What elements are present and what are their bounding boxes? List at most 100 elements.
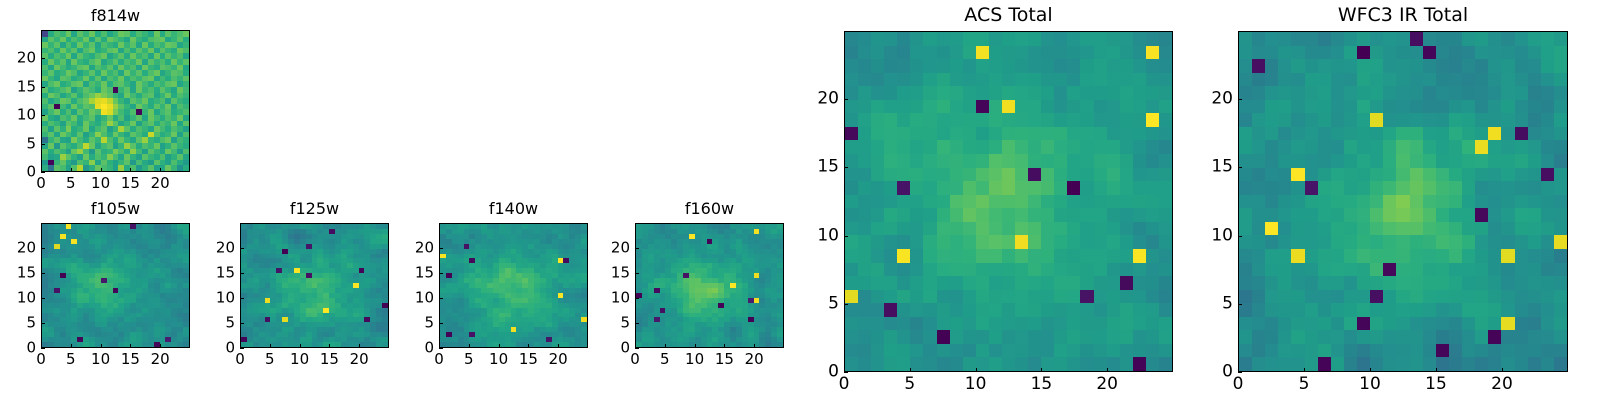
panel-acs-total-ytick-5: 5 [828, 293, 839, 314]
panel-f140w: f140w 0 5 10 15 20 0 5 10 15 20 [398, 199, 598, 395]
panel-acs-total-ytick-10: 10 [817, 225, 839, 246]
panel-f814w-xtickmark-10 [100, 168, 102, 172]
panel-f140w-ytickmark-15 [439, 273, 443, 274]
panel-f814w-ytick-0: 0 [26, 162, 36, 181]
panel-wfc3-ir-total-xtick-5: 5 [1298, 374, 1310, 394]
panel-f160w-xtickmark-15 [724, 344, 726, 348]
panel-acs-total-ytickmark-0 [844, 372, 848, 373]
panel-f160w-xtick-0: 0 [630, 350, 640, 368]
panel-acs-total-ytickmark-15 [844, 167, 848, 169]
panel-f140w-xtickmark-10 [498, 344, 500, 348]
panel-acs-total-ytick-20: 20 [817, 88, 839, 109]
panel-f160w-xtick-5: 5 [660, 350, 670, 368]
panel-wfc3-ir-total-xtickmark-10 [1370, 368, 1371, 372]
panel-wfc3-ir-total-xtickmark-20 [1502, 368, 1503, 372]
panel-f160w-xtickmark-5 [664, 344, 666, 348]
panel-acs-total-xtickmark-10 [975, 368, 977, 372]
panel-f814w-ytick-20: 20 [16, 48, 36, 67]
heatmap-f105w[interactable] [41, 223, 190, 348]
panel-f160w-ytickmark-15 [635, 273, 639, 274]
panel-acs-total: ACS Total 0 5 10 15 20 0 5 10 15 20 [790, 0, 1190, 400]
panel-wfc3-ir-total-ytick-5: 5 [1222, 293, 1233, 314]
panel-f125w-xtickmark-10 [299, 344, 301, 348]
heatmap-f125w[interactable] [240, 223, 389, 348]
heatmap-acs-total[interactable] [844, 31, 1173, 372]
panel-wfc3-ir-total-ytickmark-5 [1238, 303, 1242, 305]
panel-f105w-xtickmark-5 [70, 344, 72, 348]
panel-f105w-ytickmark-10 [41, 298, 45, 299]
heatmap-f814w[interactable] [41, 30, 190, 172]
panel-f140w-xtick-10: 10 [489, 350, 509, 368]
panel-f140w-xtickmark-15 [528, 344, 530, 348]
panel-f140w-ytickmark-0 [439, 348, 443, 349]
panel-f814w-xtickmark-5 [70, 168, 72, 172]
panel-wfc3-ir-total-ytick-10: 10 [1211, 225, 1233, 246]
panel-acs-total-ytickmark-10 [844, 235, 848, 237]
panel-wfc3-ir-total-xtickmark-5 [1304, 368, 1305, 372]
panel-acs-total-xtick-15: 15 [1030, 374, 1053, 394]
panel-acs-total-xtick-5: 5 [904, 374, 916, 394]
panel-f105w-ytick-20: 20 [16, 238, 36, 257]
heatmap-cells-4 [636, 224, 783, 347]
panel-acs-total-xtickmark-15 [1041, 368, 1043, 372]
panel-f125w-xtick-5: 5 [265, 350, 275, 368]
panel-wfc3-ir-total-xtick-0: 0 [1232, 374, 1244, 394]
panel-f814w-xtick-0: 0 [36, 174, 46, 192]
panel-f160w-xtick-10: 10 [685, 350, 705, 368]
panel-f140w-ytickmark-10 [439, 298, 443, 299]
panel-f140w-xtickmark-20 [558, 344, 560, 348]
panel-f125w-xtick-20: 20 [349, 350, 369, 368]
panel-title-acs-total: ACS Total [964, 4, 1053, 26]
panel-f814w-ytickmark-20 [41, 58, 45, 60]
panel-wfc3-ir-total-xtickmark-0 [1238, 368, 1239, 372]
panel-f160w-ytick-5: 5 [620, 313, 630, 332]
panel-f105w-ytick-5: 5 [26, 313, 36, 332]
panel-f814w-ytick-10: 10 [16, 105, 36, 124]
panel-f105w: f105w 0 5 10 15 20 0 5 10 15 20 [0, 199, 200, 395]
panel-f814w-ytickmark-5 [41, 143, 45, 145]
panel-acs-total-xtick-20: 20 [1096, 374, 1119, 394]
heatmap-cells-1 [42, 224, 189, 347]
panel-f105w-ytickmark-15 [41, 273, 45, 274]
panel-f125w-ytick-0: 0 [225, 338, 235, 357]
panel-f105w-ytick-15: 15 [16, 263, 36, 282]
panel-f105w-xtick-0: 0 [36, 350, 46, 368]
panel-f160w-ytick-20: 20 [610, 238, 630, 257]
panel-f105w-xtick-20: 20 [150, 350, 170, 368]
panel-f125w-xtick-15: 15 [319, 350, 339, 368]
heatmap-f140w[interactable] [439, 223, 588, 348]
panel-f160w-xtickmark-10 [694, 344, 696, 348]
panel-wfc3-ir-total-xtick-15: 15 [1425, 374, 1447, 394]
panel-wfc3-ir-total-xtick-20: 20 [1491, 374, 1513, 394]
panel-f105w-ytickmark-20 [41, 248, 45, 249]
panel-f125w-ytickmark-0 [240, 348, 244, 349]
panel-f105w-ytickmark-0 [41, 348, 45, 349]
panel-f125w-ytickmark-10 [240, 298, 244, 299]
panel-f140w-ytick-20: 20 [414, 238, 434, 257]
panel-wfc3-ir-total-xtick-10: 10 [1359, 374, 1381, 394]
panel-f125w-xtickmark-15 [329, 344, 331, 348]
panel-f105w-ytick-0: 0 [26, 338, 36, 357]
panel-f140w-ytick-0: 0 [424, 338, 434, 357]
panel-f140w-ytick-15: 15 [414, 263, 434, 282]
panel-f105w-ytickmark-5 [41, 323, 45, 324]
panel-f814w-xtick-10: 10 [91, 174, 111, 192]
panel-f814w-ytickmark-0 [41, 172, 45, 173]
panel-f140w-xtick-20: 20 [548, 350, 568, 368]
heatmap-wfc3-ir-total[interactable] [1238, 31, 1568, 372]
panel-acs-total-xtickmark-0 [844, 368, 845, 372]
panel-f105w-xtickmark-20 [160, 344, 162, 348]
panel-f125w-ytick-20: 20 [215, 238, 235, 257]
panel-f814w: f814w 0 5 10 15 20 0 5 10 15 20 [0, 4, 200, 194]
heatmap-cells-5 [845, 32, 1172, 371]
panel-f125w-xtickmark-0 [240, 344, 241, 348]
panel-wfc3-ir-total-ytick-20: 20 [1211, 88, 1233, 109]
panel-f140w-xtick-15: 15 [518, 350, 538, 368]
panel-f160w-xtick-20: 20 [744, 350, 764, 368]
panel-acs-total-xtickmark-5 [909, 368, 911, 372]
panel-f160w-ytick-10: 10 [610, 288, 630, 307]
panel-f105w-xtick-15: 15 [120, 350, 140, 368]
panel-f814w-xtickmark-0 [41, 168, 42, 172]
heatmap-f160w[interactable] [635, 223, 784, 348]
panel-f105w-xtick-10: 10 [91, 350, 111, 368]
